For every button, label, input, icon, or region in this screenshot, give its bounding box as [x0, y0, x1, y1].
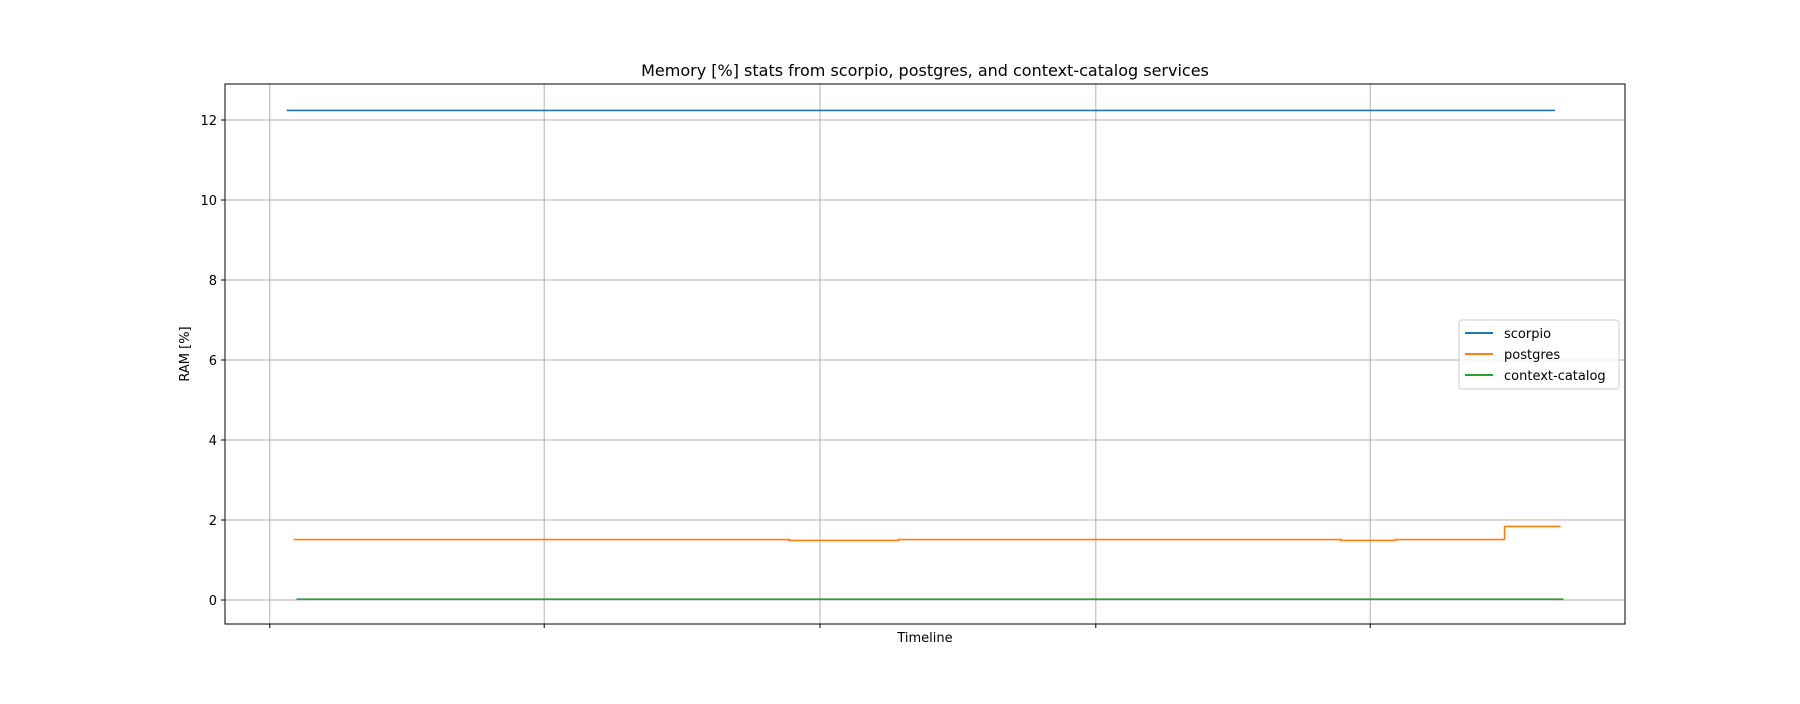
legend-label-context-catalog: context-catalog [1504, 369, 1606, 384]
y-tick-label: 8 [209, 274, 217, 289]
legend-box [1458, 319, 1620, 390]
chart-title: Memory [%] stats from scorpio, postgres,… [641, 61, 1209, 80]
x-axis-label: Timeline [896, 631, 952, 646]
y-tick-label: 2 [209, 514, 217, 529]
y-tick-label: 12 [200, 114, 217, 129]
series-line-postgres [293, 525, 1561, 542]
plot-frame [224, 83, 1626, 625]
legend-label-scorpio: scorpio [1504, 327, 1551, 342]
y-tick-label: 4 [209, 434, 217, 449]
y-tick-label: 10 [200, 194, 217, 209]
legend: scorpio postgres context-catalog [1458, 319, 1620, 390]
series-lines [286, 109, 1564, 601]
y-axis-label: RAM [%] [178, 326, 193, 381]
grid [225, 84, 1625, 624]
legend-label-postgres: postgres [1504, 348, 1560, 363]
y-axis-ticks: 0 2 4 6 8 10 12 [200, 114, 1371, 628]
y-tick-label: 6 [209, 354, 217, 369]
y-tick-label: 0 [209, 594, 217, 609]
